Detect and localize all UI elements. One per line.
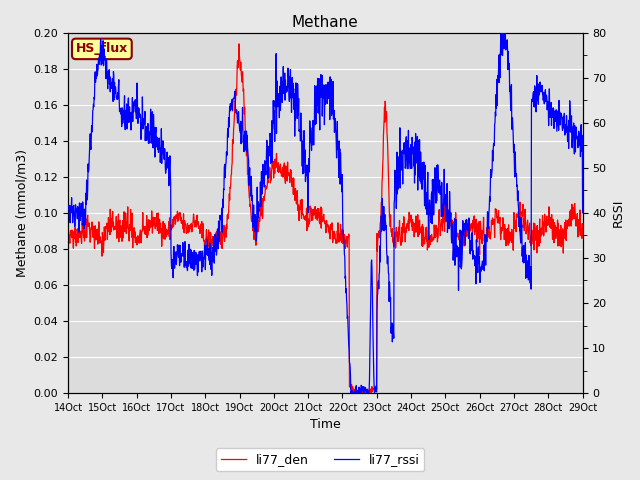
X-axis label: Time: Time bbox=[310, 419, 340, 432]
li77_rssi bbox=[179, 252, 186, 258]
li77_rssi bbox=[348, 390, 355, 396]
li77_den bbox=[579, 232, 586, 238]
li77_den bbox=[353, 390, 361, 396]
Title: Methane: Methane bbox=[292, 15, 358, 30]
Y-axis label: RSSI: RSSI bbox=[612, 199, 625, 227]
li77_den bbox=[473, 226, 481, 232]
Line: li77_rssi: li77_rssi bbox=[68, 33, 582, 393]
li77_rssi bbox=[472, 237, 480, 243]
Line: li77_den: li77_den bbox=[68, 44, 582, 393]
li77_den bbox=[518, 209, 526, 215]
li77_rssi bbox=[499, 30, 506, 36]
li77_rssi bbox=[236, 121, 244, 127]
li77_rssi bbox=[166, 153, 174, 159]
li77_rssi bbox=[518, 253, 526, 259]
li77_den bbox=[406, 220, 413, 226]
li77_den bbox=[64, 231, 72, 237]
Text: HS_flux: HS_flux bbox=[76, 42, 128, 55]
li77_rssi bbox=[579, 210, 586, 216]
li77_rssi bbox=[405, 159, 413, 165]
Y-axis label: Methane (mmol/m3): Methane (mmol/m3) bbox=[15, 149, 28, 277]
li77_den bbox=[237, 67, 244, 73]
Legend: li77_den, li77_rssi: li77_den, li77_rssi bbox=[216, 448, 424, 471]
li77_den bbox=[166, 237, 174, 242]
li77_den bbox=[235, 41, 243, 47]
li77_rssi bbox=[64, 205, 72, 211]
li77_den bbox=[179, 220, 186, 226]
